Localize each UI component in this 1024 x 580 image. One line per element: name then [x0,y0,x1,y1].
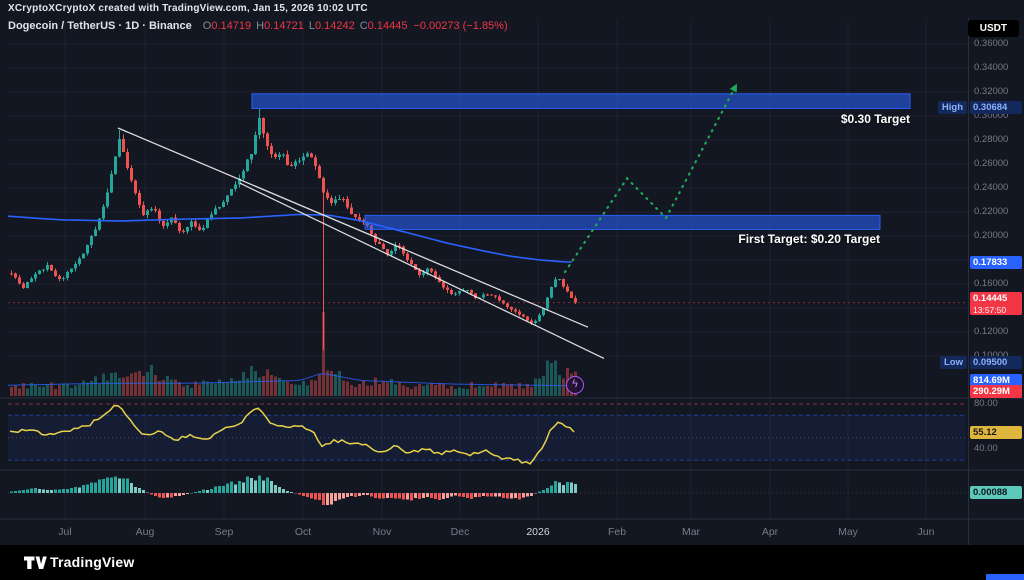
time-tick-oct: Oct [294,526,312,538]
price-tick: 0.26000 [974,158,1009,169]
ohlc-value: 0.14445 [367,20,408,32]
zones-layer [251,93,911,230]
projection-layer [563,82,739,274]
price-tick: 0.20000 [974,230,1009,241]
ohlc-value: 0.14242 [314,20,355,32]
high-badge-prefix: High [937,101,967,115]
price-tick: 0.12000 [974,326,1009,337]
time-axis[interactable]: Jul Aug Sep Oct Nov Dec 2026 Feb Mar Apr May Jun [0,519,968,545]
tradingview-logo-icon[interactable] [24,555,47,570]
time-tick-jul: Jul [58,526,72,538]
tradingview-brand-text[interactable]: TradingView [50,554,135,570]
time-tick-apr: Apr [761,526,779,538]
ma-value-badge: 0.17833 [970,255,1022,269]
ohlc-value: 0.14719 [211,20,252,32]
candlestick-layer [10,107,577,350]
price-tick: 0.16000 [974,278,1009,289]
price-tick: 0.28000 [974,134,1009,145]
zone-label[interactable]: $0.30 Target [840,112,910,126]
price-tick: 0.22000 [974,206,1009,217]
currency-button[interactable]: USDT [967,20,1019,37]
price-axis[interactable]: 0.36000 0.34000 0.32000 0.30000 0.28000 0.260… [969,18,1024,545]
price-tick: 0.36000 [974,38,1009,49]
footer-bar: TradingView [0,545,1024,580]
price-tick: 0.24000 [974,182,1009,193]
price-tick: 0.34000 [974,62,1009,73]
time-tick-aug: Aug [135,526,155,538]
low-badge: 0.09500 [970,355,1022,369]
countdown-timer: 13:57:50 [973,304,1007,315]
volume-badge: 814.69M [970,373,1022,387]
price-tick: 0.32000 [974,86,1009,97]
ohlc-value: 0.14721 [264,20,304,32]
ohlc-key: C [359,20,368,32]
separators-layer [0,18,1024,545]
rsi-tick: 40.00 [974,443,998,454]
price-tick: 0.30000 [974,110,1009,121]
ohlc-values: O0.14719 H0.14721 L0.14242 C0.14445 [198,20,408,32]
zone-label[interactable]: First Target: $0.20 Target [738,232,880,246]
high-badge: 0.30684 [970,101,1022,115]
rsi-badge: 55.12 [970,425,1022,439]
grid-layer [8,20,966,519]
low-badge-prefix: Low [940,355,967,369]
symbol-header: Dogecoin / TetherUS · 1D · Binance O0.147… [8,20,508,32]
corner-indicator [986,574,1024,580]
time-tick-jun: Jun [917,526,935,538]
ma-line-layer [7,213,573,387]
ohlc-key: O [202,20,212,32]
volume-ma-badge: 290.29M [970,384,1022,398]
trendlines-layer [117,127,605,359]
time-tick-feb: Feb [607,526,627,538]
symbol-title[interactable]: Dogecoin / TetherUS · 1D · Binance [8,20,192,32]
macd-badge: 0.00088 [970,485,1022,499]
flash-icon[interactable]: ϟ [566,376,584,394]
ohlc-key: H [256,20,265,32]
macd-histogram-layer [10,475,577,505]
last-price-badge: 0.14445 13:57:50 [970,291,1022,315]
time-tick-may: May [838,526,858,538]
volume-layer [10,312,577,396]
time-tick-dec: Dec [450,526,470,538]
watermark-text: XCryptoXCryptoX created with TradingView… [8,3,368,14]
time-tick-sep: Sep [214,526,234,538]
time-tick-nov: Nov [372,526,392,538]
price-change: −0.00273 (−1.85%) [413,20,508,32]
time-tick-2026: 2026 [526,526,550,538]
rsi-tick: 80.00 [974,398,998,409]
ohlc-key: L [308,20,315,32]
rsi-pane-layer [8,403,966,465]
time-tick-mar: Mar [681,526,701,538]
